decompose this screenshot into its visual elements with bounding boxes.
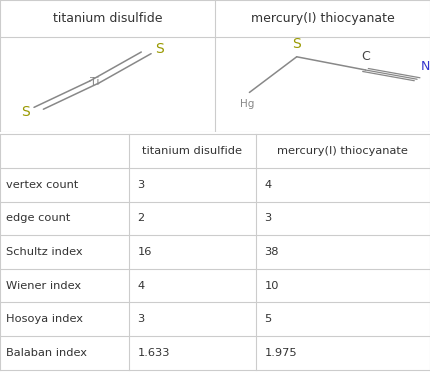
Text: Wiener index: Wiener index (6, 280, 82, 291)
Text: titanium disulfide: titanium disulfide (142, 146, 243, 156)
Text: edge count: edge count (6, 214, 71, 224)
Text: 1.633: 1.633 (138, 348, 170, 358)
Text: 1.975: 1.975 (264, 348, 297, 358)
Text: 2: 2 (138, 214, 145, 224)
Text: 4: 4 (138, 280, 145, 291)
Text: vertex count: vertex count (6, 180, 79, 190)
Text: 5: 5 (264, 314, 272, 324)
Text: Schultz index: Schultz index (6, 247, 83, 257)
Text: 38: 38 (264, 247, 279, 257)
Text: 3: 3 (138, 314, 145, 324)
Text: Hosoya index: Hosoya index (6, 314, 83, 324)
Text: S: S (292, 36, 301, 51)
Text: titanium disulfide: titanium disulfide (53, 12, 162, 25)
Text: S: S (155, 42, 163, 56)
Text: C: C (361, 50, 370, 63)
Text: 4: 4 (264, 180, 272, 190)
Text: Ti: Ti (90, 77, 99, 87)
Text: 3: 3 (264, 214, 272, 224)
Text: 16: 16 (138, 247, 152, 257)
Text: mercury(I) thiocyanate: mercury(I) thiocyanate (277, 146, 408, 156)
Text: mercury(I) thiocyanate: mercury(I) thiocyanate (251, 12, 394, 25)
Text: 10: 10 (264, 280, 279, 291)
Text: S: S (22, 105, 30, 119)
Text: N: N (421, 60, 430, 73)
Text: 3: 3 (138, 180, 145, 190)
Text: Balaban index: Balaban index (6, 348, 87, 358)
Text: Hg: Hg (240, 99, 255, 109)
